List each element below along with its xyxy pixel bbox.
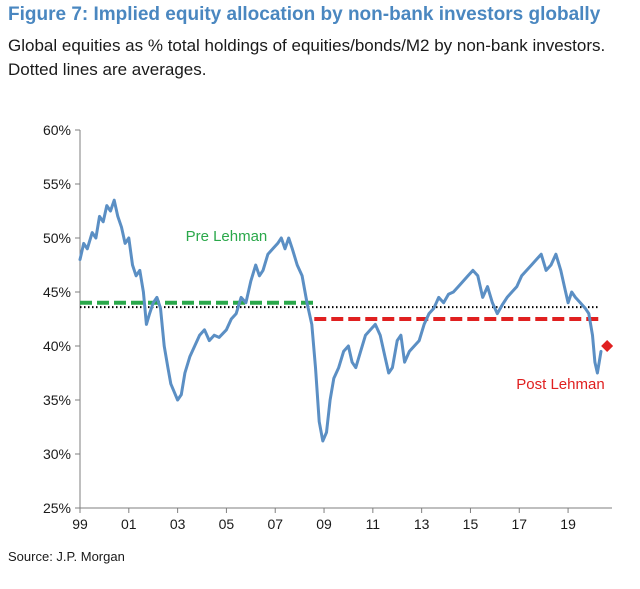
series-line-equity-allocation bbox=[78, 198, 603, 443]
x-tick-label: 13 bbox=[414, 516, 430, 532]
x-tick-label: 19 bbox=[560, 516, 576, 532]
x-tick-label: 03 bbox=[170, 516, 186, 532]
x-tick-label: 05 bbox=[219, 516, 235, 532]
x-tick-label: 11 bbox=[366, 516, 381, 532]
y-tick-label: 45% bbox=[43, 284, 71, 300]
source-note: Source: J.P. Morgan bbox=[8, 549, 125, 564]
x-tick-label: 15 bbox=[463, 516, 479, 532]
chart-title: Figure 7: Implied equity allocation by n… bbox=[8, 4, 601, 25]
latest-point-marker bbox=[601, 340, 614, 352]
y-tick-label: 35% bbox=[43, 392, 71, 408]
x-tick-label: 07 bbox=[267, 516, 283, 532]
annotation-pre-lehman: Pre Lehman bbox=[186, 228, 268, 245]
y-tick-label: 50% bbox=[43, 230, 71, 246]
y-tick-label: 40% bbox=[43, 338, 71, 354]
x-tick-label: 09 bbox=[316, 516, 332, 532]
x-tick-label: 99 bbox=[72, 516, 88, 532]
y-tick-label: 55% bbox=[43, 176, 71, 192]
y-tick-label: 30% bbox=[43, 446, 71, 462]
annotation-post-lehman: Post Lehman bbox=[516, 376, 604, 393]
y-tick-label: 25% bbox=[43, 500, 71, 516]
x-tick-label: 01 bbox=[121, 516, 137, 532]
y-tick-label: 60% bbox=[43, 122, 71, 138]
chart-subtitle: Global equities as % total holdings of e… bbox=[8, 36, 606, 79]
x-tick-label: 17 bbox=[511, 516, 527, 532]
